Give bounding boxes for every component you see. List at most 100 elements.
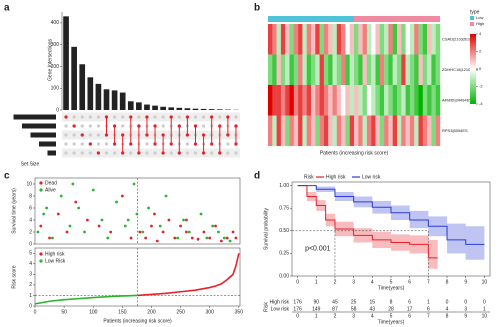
matrix-dot-active	[72, 124, 76, 128]
heat-cell	[280, 24, 286, 55]
point	[141, 230, 145, 234]
matrix-dot-active	[210, 115, 214, 119]
matrix-row	[62, 112, 240, 122]
y-tick-label: 1	[29, 293, 32, 299]
scale-tick-label: -4	[479, 101, 483, 106]
x-axis-label: Patients (increasing risk score)	[103, 318, 172, 324]
table-cell: 149	[312, 306, 321, 312]
set-size-bar	[39, 141, 56, 147]
matrix-dot	[88, 151, 92, 155]
heat-cell	[414, 24, 419, 55]
heat-cell	[397, 54, 402, 85]
legend-label: High risk	[326, 174, 346, 180]
matrix-dot	[72, 115, 76, 119]
heat-cell	[397, 24, 402, 55]
heat-cell	[336, 54, 342, 85]
heat-cell	[319, 54, 325, 85]
heat-cell	[388, 54, 393, 85]
heat-cell	[332, 115, 337, 146]
heat-cell	[392, 115, 398, 146]
heat-cell	[358, 85, 363, 116]
point	[135, 212, 139, 216]
table-cell: 28	[388, 306, 394, 312]
bar	[79, 64, 86, 110]
heat-cell	[358, 54, 363, 85]
heat-cell	[285, 54, 290, 85]
table-cell: 25	[351, 299, 357, 305]
heat-cell	[306, 115, 312, 146]
heat-cell	[427, 115, 432, 146]
y-tick-label: 200	[51, 64, 60, 70]
heat-cell	[311, 54, 316, 85]
matrix-dot-active	[129, 115, 133, 119]
x-tick-label: 5	[390, 279, 393, 285]
matrix-dot-active	[88, 142, 92, 146]
heat-cell	[285, 24, 290, 55]
heat-cell	[435, 24, 441, 55]
heat-cell	[289, 54, 294, 85]
point	[115, 200, 118, 204]
table-x-tick-label: 1	[315, 313, 318, 319]
legend-title: Risk	[304, 174, 314, 180]
matrix-row	[62, 121, 240, 131]
heat-cell	[435, 115, 441, 146]
point	[179, 224, 182, 228]
legend-label: Low Risk	[45, 258, 66, 264]
heat-cell	[311, 85, 316, 116]
heat-cell	[414, 54, 419, 85]
heat-cell	[354, 24, 359, 55]
heat-cell	[315, 54, 320, 85]
group-bar	[354, 16, 440, 22]
point	[228, 239, 232, 243]
matrix-dot	[210, 151, 214, 155]
heat-cell	[302, 54, 307, 85]
table-x-tick-label: 3	[352, 313, 355, 319]
x-tick-label: 350	[235, 309, 244, 315]
table-cell: 17	[407, 306, 413, 312]
set-size-bar	[30, 132, 56, 138]
x-axis-label: Set Size	[21, 161, 40, 167]
y-tick-label: 0	[56, 107, 59, 113]
x-tick-label: 8	[446, 279, 449, 285]
point	[222, 236, 226, 240]
table-cell: 6	[427, 306, 430, 312]
set-size-bar	[47, 150, 56, 156]
heat-cell	[409, 24, 415, 55]
survival-curve	[297, 185, 485, 245]
point	[77, 206, 81, 210]
legend-title: type	[470, 9, 480, 15]
y-tick-label: 1.00	[279, 183, 289, 189]
heat-cell	[332, 85, 337, 116]
heat-cell	[341, 85, 346, 116]
heat-cell	[427, 24, 432, 55]
table-x-tick-label: 8	[446, 313, 449, 319]
heat-cell	[379, 24, 385, 55]
matrix-dot-active	[145, 133, 149, 137]
heat-cell	[418, 115, 423, 146]
heat-cell	[306, 24, 312, 55]
heat-cell	[375, 85, 380, 116]
table-title: Risk	[263, 302, 269, 312]
y-tick-label: 100	[51, 86, 60, 92]
legend-label: High	[476, 21, 484, 26]
heat-cell	[431, 24, 436, 55]
point	[150, 224, 153, 228]
x-tick-label: 2	[334, 279, 337, 285]
heat-cell	[349, 115, 355, 146]
heat-cell	[371, 24, 376, 55]
table-cell: 1	[483, 306, 486, 312]
heat-cell	[358, 24, 363, 55]
panel-label: b	[254, 3, 260, 14]
heat-cell	[362, 54, 368, 85]
legend-label: Low risk	[362, 174, 381, 180]
y-tick-label: 2	[29, 229, 32, 235]
y-tick-label: 4	[29, 261, 32, 267]
matrix-dot	[104, 142, 109, 146]
heat-cell	[366, 115, 372, 146]
heat-cell	[268, 115, 273, 146]
heat-cell	[349, 54, 355, 85]
matrix-dot	[112, 115, 117, 119]
bar	[63, 16, 69, 111]
matrix-dot	[112, 151, 117, 155]
